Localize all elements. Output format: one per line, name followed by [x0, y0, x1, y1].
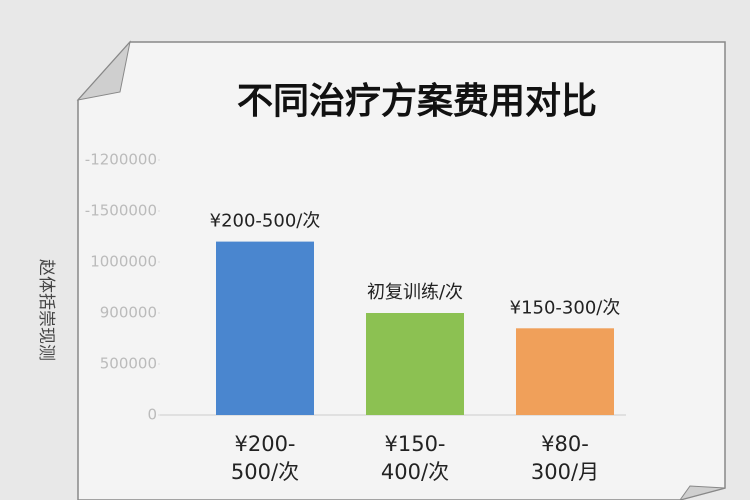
y-tick-label: 500000 [100, 355, 157, 373]
y-tick-label: 900000 [100, 304, 157, 322]
fold [679, 485, 726, 500]
bar [516, 328, 614, 415]
y-tick-label: -1500000 [85, 202, 157, 220]
fold [76, 40, 131, 101]
bar-annotation: 初复训练/次 [367, 282, 463, 303]
bar [366, 313, 464, 415]
x-tick-label: ¥80- 300/月 [530, 432, 600, 484]
y-axis-label: 赵体括崇现测 [36, 259, 56, 361]
x-tick-label: ¥150- 400/次 [380, 432, 450, 484]
y-tick-label: 0 [147, 406, 157, 424]
x-tick-label: ¥200- 500/次 [230, 432, 300, 484]
y-tick-label: -1200000 [85, 151, 157, 169]
chart-title: 不同治疗方案费用对比 [237, 81, 597, 122]
y-tick-label: 1000000 [90, 253, 157, 271]
bar-annotation: ¥150-300/次 [510, 297, 621, 318]
bar-annotation: ¥200-500/次 [210, 211, 321, 232]
bar [216, 241, 314, 415]
